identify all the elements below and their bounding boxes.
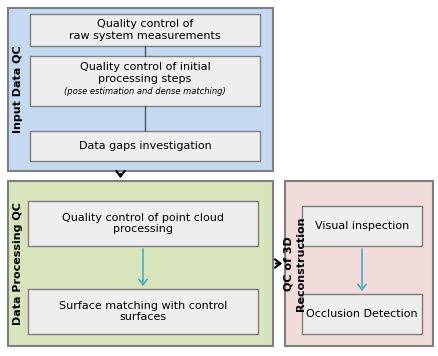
FancyBboxPatch shape <box>8 8 273 171</box>
Text: Data Processing QC: Data Processing QC <box>13 202 23 325</box>
FancyBboxPatch shape <box>302 294 422 334</box>
FancyBboxPatch shape <box>30 131 260 161</box>
Text: QC of 3D
Reconstruction: QC of 3D Reconstruction <box>284 216 306 311</box>
Text: Data gaps investigation: Data gaps investigation <box>79 141 212 151</box>
FancyBboxPatch shape <box>28 289 258 334</box>
Text: Surface matching with control
surfaces: Surface matching with control surfaces <box>59 301 227 322</box>
Text: (pose estimation and dense matching): (pose estimation and dense matching) <box>64 87 226 95</box>
Text: Quality control of initial
processing steps: Quality control of initial processing st… <box>80 62 210 84</box>
Text: Quality control of point cloud
processing: Quality control of point cloud processin… <box>62 213 224 234</box>
FancyBboxPatch shape <box>8 181 273 346</box>
FancyBboxPatch shape <box>30 14 260 46</box>
Text: Quality control of
raw system measurements: Quality control of raw system measuremen… <box>69 19 221 41</box>
Text: Visual inspection: Visual inspection <box>315 221 409 231</box>
Text: Occlusion Detection: Occlusion Detection <box>306 309 418 319</box>
FancyBboxPatch shape <box>302 206 422 246</box>
FancyBboxPatch shape <box>30 56 260 106</box>
Text: Input Data QC: Input Data QC <box>13 46 23 133</box>
FancyBboxPatch shape <box>285 181 433 346</box>
FancyBboxPatch shape <box>28 201 258 246</box>
